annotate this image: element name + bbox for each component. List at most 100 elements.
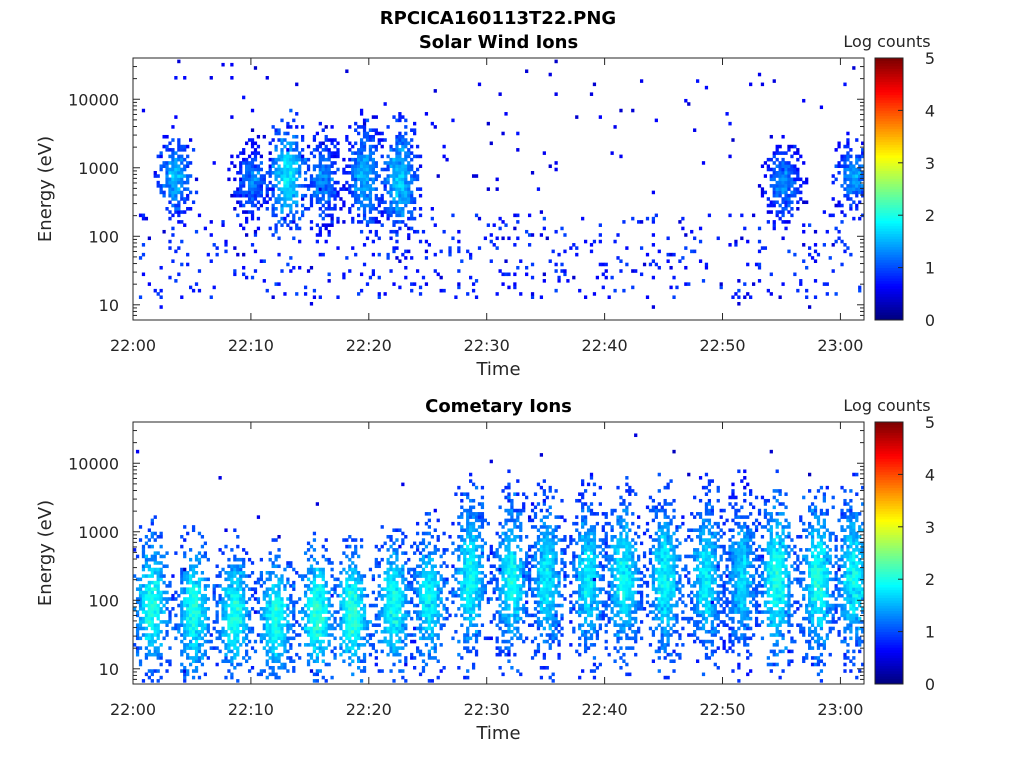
spectrogram-cell bbox=[289, 269, 293, 273]
spectrogram-cell bbox=[265, 616, 269, 621]
spectrogram-cell bbox=[242, 626, 246, 631]
spectrogram-cell bbox=[315, 610, 319, 614]
spectrogram-cell bbox=[236, 557, 240, 562]
spectrogram-cell bbox=[398, 170, 402, 175]
spectrogram-cell bbox=[799, 184, 803, 188]
spectrogram-cell bbox=[548, 164, 552, 169]
spectrogram-cell bbox=[351, 167, 355, 172]
spectrogram-cell bbox=[498, 554, 502, 559]
spectrogram-cell bbox=[312, 164, 317, 169]
spectrogram-cell bbox=[180, 633, 184, 637]
spectrogram-cell bbox=[463, 597, 467, 601]
spectrogram-cell bbox=[513, 620, 517, 624]
spectrogram-cell bbox=[454, 492, 458, 496]
spectrogram-cell bbox=[519, 574, 523, 578]
spectrogram-cell bbox=[315, 636, 319, 641]
spectrogram-cell bbox=[330, 190, 334, 195]
spectrogram-cell bbox=[156, 587, 160, 591]
spectrogram-cell bbox=[362, 125, 367, 129]
spectrogram-cell bbox=[312, 587, 317, 591]
spectrogram-cell bbox=[197, 633, 202, 637]
spectrogram-cell bbox=[357, 207, 361, 211]
spectrogram-cell bbox=[619, 269, 623, 273]
spectrogram-cell bbox=[377, 548, 381, 552]
spectrogram-cell bbox=[681, 216, 685, 221]
spectrogram-cell bbox=[362, 587, 367, 591]
spectrogram-cell bbox=[315, 177, 319, 182]
spectrogram-cell bbox=[569, 246, 573, 250]
spectrogram-cell bbox=[359, 620, 364, 624]
spectrogram-cell bbox=[312, 184, 317, 188]
spectrogram-cell bbox=[197, 646, 202, 650]
spectrogram-cell bbox=[846, 138, 850, 142]
spectrogram-cell bbox=[292, 157, 296, 162]
spectrogram-cell bbox=[174, 626, 178, 631]
spectrogram-cell bbox=[221, 607, 225, 611]
spectrogram-cell bbox=[371, 170, 375, 175]
spectrogram-cell bbox=[227, 633, 231, 637]
colorbar-segment bbox=[875, 160, 903, 164]
spectrogram-cell bbox=[507, 659, 511, 664]
spectrogram-cell bbox=[283, 154, 287, 159]
spectrogram-cell bbox=[339, 584, 343, 588]
spectrogram-cell bbox=[242, 272, 246, 277]
colorbar-segment bbox=[875, 81, 903, 85]
spectrogram-cell bbox=[766, 210, 770, 214]
spectrogram-cell bbox=[469, 508, 473, 513]
spectrogram-cell bbox=[265, 590, 269, 595]
spectrogram-cell bbox=[401, 564, 405, 569]
spectrogram-cell bbox=[153, 646, 157, 650]
spectrogram-cell bbox=[242, 95, 246, 100]
spectrogram-cell bbox=[386, 639, 390, 644]
spectrogram-cell bbox=[180, 603, 184, 608]
spectrogram-cell bbox=[380, 213, 384, 218]
spectrogram-cell bbox=[318, 587, 322, 591]
spectrogram-cell bbox=[463, 607, 467, 611]
spectrogram-cell bbox=[469, 541, 473, 546]
spectrogram-cell bbox=[242, 600, 246, 605]
spectrogram-cell bbox=[401, 157, 405, 162]
spectrogram-cell bbox=[330, 125, 334, 129]
spectrogram-cell bbox=[354, 603, 358, 608]
spectrogram-cell bbox=[392, 246, 396, 250]
spectrogram-cell bbox=[327, 272, 331, 277]
spectrogram-cell bbox=[333, 138, 337, 142]
spectrogram-cell bbox=[362, 187, 367, 191]
spectrogram-cell bbox=[383, 613, 387, 618]
spectrogram-cell bbox=[504, 508, 508, 513]
spectrogram-cell bbox=[230, 639, 234, 644]
spectrogram-cell bbox=[309, 610, 314, 614]
spectrogram-cell bbox=[180, 620, 184, 624]
colorbar-segment bbox=[875, 275, 903, 279]
spectrogram-cell bbox=[286, 167, 290, 172]
spectrogram-cell bbox=[162, 603, 166, 608]
colorbar-segment bbox=[875, 162, 903, 166]
spectrogram-cell bbox=[787, 161, 791, 165]
spectrogram-cell bbox=[430, 593, 434, 598]
spectrogram-cell bbox=[156, 613, 160, 618]
spectrogram-cell bbox=[327, 207, 331, 211]
spectrogram-cell bbox=[466, 577, 470, 582]
spectrogram-cell bbox=[191, 600, 196, 605]
spectrogram-cell bbox=[159, 600, 163, 605]
spectrogram-cell bbox=[348, 207, 352, 211]
spectrogram-cell bbox=[236, 587, 240, 591]
spectrogram-cell bbox=[418, 292, 423, 296]
spectrogram-cell bbox=[539, 557, 544, 562]
spectrogram-cell bbox=[280, 616, 284, 621]
spectrogram-cell bbox=[784, 193, 788, 198]
spectrogram-cell bbox=[345, 607, 349, 611]
spectrogram-cell bbox=[286, 180, 290, 185]
spectrogram-cell bbox=[784, 190, 788, 195]
spectrogram-cell bbox=[395, 528, 399, 533]
spectrogram-cell bbox=[513, 652, 517, 657]
spectrogram-cell bbox=[477, 216, 482, 221]
spectrogram-cell bbox=[401, 580, 405, 585]
spectrogram-cell bbox=[557, 275, 561, 280]
spectrogram-cell bbox=[209, 639, 213, 644]
spectrogram-cell bbox=[354, 197, 358, 201]
spectrogram-cell bbox=[463, 636, 467, 641]
spectrogram-cell bbox=[150, 643, 154, 647]
spectrogram-cell bbox=[203, 610, 207, 614]
spectrogram-cell bbox=[359, 616, 364, 621]
